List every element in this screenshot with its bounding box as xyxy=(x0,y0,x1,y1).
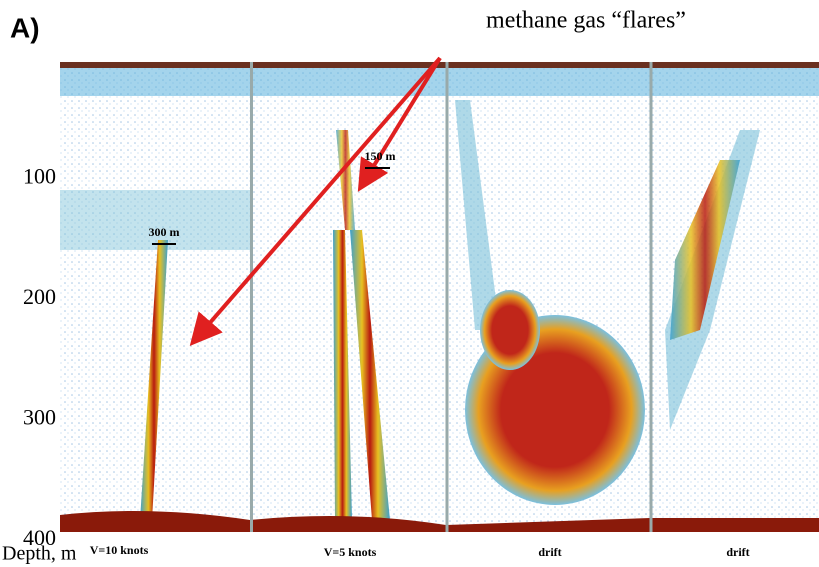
panel-caption: V=10 knots xyxy=(90,543,149,557)
y-tick-label: 100 xyxy=(23,164,56,189)
panel-caption: V=5 knots xyxy=(324,545,377,559)
figure: A) methane gas “flares” Depth, m 300 m 1… xyxy=(0,0,819,567)
panel-caption: drift xyxy=(538,545,561,559)
scale-label: 300 m xyxy=(149,225,180,239)
y-tick-label: 400 xyxy=(23,525,56,550)
y-tick-label: 200 xyxy=(23,284,56,309)
scale-label: 150 m xyxy=(365,149,396,163)
echogram xyxy=(60,62,819,532)
panel-label: A) xyxy=(10,12,40,43)
panel-caption: drift xyxy=(726,545,749,559)
annotation: methane gas “flares” xyxy=(486,8,686,34)
y-tick-label: 300 xyxy=(23,405,56,430)
page: A) methane gas “flares” Depth, m 300 m 1… xyxy=(0,0,819,567)
